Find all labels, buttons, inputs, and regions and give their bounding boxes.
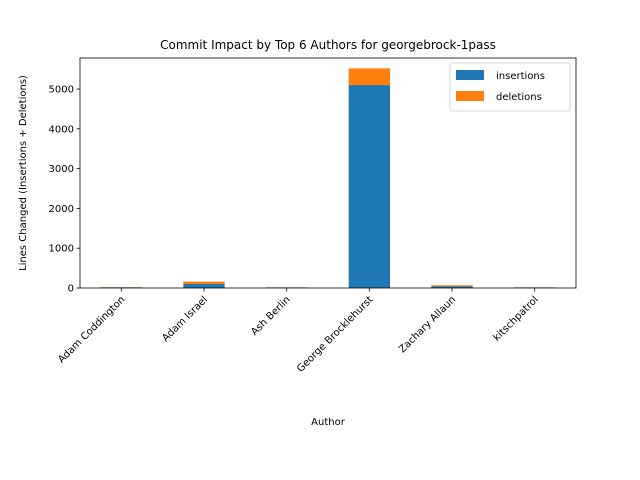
legend: insertions deletions [449,62,571,112]
y-axis: 0 1000 2000 3000 4000 5000 [49,85,80,295]
legend-label-deletions: deletions [496,92,542,103]
bar-deletions-george-brocklehurst [348,68,390,86]
bar-insertions-zachary-allaun [431,286,473,288]
y-tick-label-1000: 1000 [49,244,74,255]
y-tick-label-3000: 3000 [49,164,74,175]
plot-frame [79,57,577,289]
bars-group [100,68,556,288]
y-axis-label: Lines Changed (Insertions + Deletions) [18,75,29,271]
y-tick-label-0: 0 [68,284,74,295]
y-tick-label-4000: 4000 [49,124,74,135]
y-tick-label-2000: 2000 [49,204,74,215]
y-tick-label-5000: 5000 [49,85,74,96]
bar-insertions-adam-israel [183,284,225,288]
x-axis-label: Author [311,417,346,428]
legend-swatch-deletions [456,91,484,101]
legend-label-insertions: insertions [496,71,545,82]
legend-swatch-insertions [456,70,484,80]
chart-title: Commit Impact by Top 6 Authors for georg… [160,38,496,52]
bar-deletions-zachary-allaun [431,285,473,287]
bar-deletions-adam-israel [183,281,225,285]
bar-insertions-george-brocklehurst [348,85,390,288]
